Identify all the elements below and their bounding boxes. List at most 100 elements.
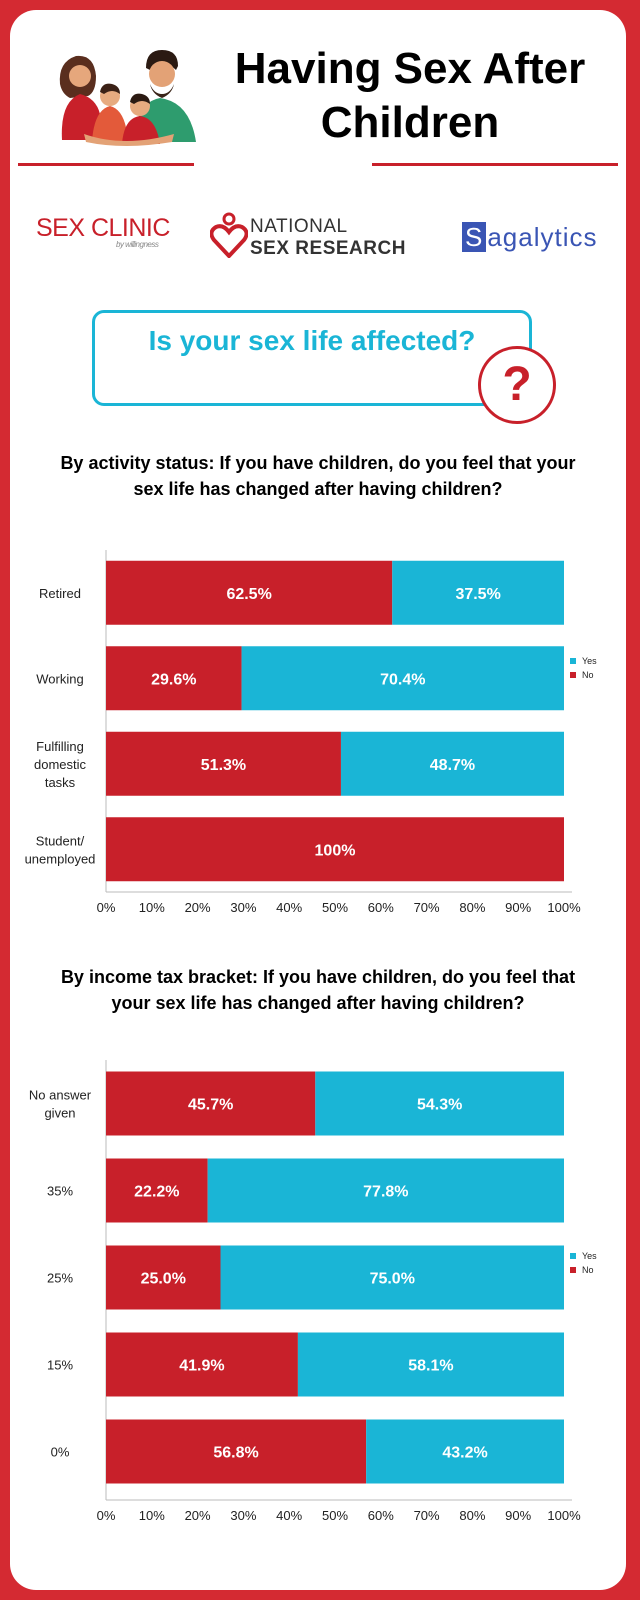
family-illustration xyxy=(59,50,196,146)
x-tick-label: 20% xyxy=(185,1508,211,1523)
bar-yes xyxy=(241,646,564,711)
question-box: Is your sex life affected? xyxy=(92,310,532,406)
chart-title: By activity status: If you have children… xyxy=(60,453,576,499)
legend-label: Yes xyxy=(582,656,597,666)
x-tick-label: 100% xyxy=(547,1508,581,1523)
page-title: Having Sex After Children xyxy=(234,44,586,147)
legend-label: Yes xyxy=(582,1251,597,1261)
category-label: 25% xyxy=(47,1271,73,1286)
mother-face xyxy=(69,65,91,87)
nsr-logo-line2: SEX RESEARCH xyxy=(250,238,406,259)
category-label: Student/ xyxy=(36,833,85,848)
father-face xyxy=(149,61,175,87)
x-tick-label: 50% xyxy=(322,900,348,915)
nsr-logo-line1: NATIONAL xyxy=(250,216,348,237)
bar-yes xyxy=(340,731,564,796)
x-tick-label: 90% xyxy=(505,1508,531,1523)
x-tick-label: 0% xyxy=(97,1508,116,1523)
x-tick-label: 60% xyxy=(368,1508,394,1523)
income-tax-bracket-chart: 45.7% 54.3% No answer given 22.2% 77.8% 35% 25.… xyxy=(29,1060,597,1523)
category-label: unemployed xyxy=(25,851,96,866)
bar-no xyxy=(106,817,564,882)
bar-yes xyxy=(297,1332,564,1397)
data-label-yes: 58.1% xyxy=(408,1358,453,1375)
data-label-no: 100% xyxy=(315,842,356,859)
sexclinic-logo-sub: by willingness xyxy=(116,240,159,249)
category-label: 15% xyxy=(47,1358,73,1373)
bar-no xyxy=(106,1245,221,1310)
question-text: Is your sex life affected? xyxy=(148,325,476,356)
header-divider-right xyxy=(372,163,618,166)
x-tick-label: 60% xyxy=(368,900,394,915)
category-label: Working xyxy=(36,671,83,686)
x-tick-label: 40% xyxy=(276,900,302,915)
data-label-yes: 75.0% xyxy=(370,1271,415,1288)
data-label-no: 45.7% xyxy=(188,1097,233,1114)
sexclinic-logo-text: SEX CLINIC xyxy=(36,214,170,242)
category-label: Retired xyxy=(39,586,81,601)
bar-yes xyxy=(366,1419,564,1484)
x-tick-label: 70% xyxy=(414,900,440,915)
child-body xyxy=(92,106,128,142)
data-label-no: 22.2% xyxy=(134,1184,179,1201)
sagalytics-logo-initial: S xyxy=(462,222,487,252)
data-label-no: 29.6% xyxy=(151,671,196,688)
activity-status-chart: 62.5% 37.5% Retired 29.6% 70.4% Working 51.3% 4… xyxy=(25,550,597,915)
x-tick-label: 0% xyxy=(97,900,116,915)
bar-no xyxy=(106,1158,208,1223)
bar-no xyxy=(106,1071,316,1136)
bar-yes xyxy=(220,1245,564,1310)
x-tick-label: 90% xyxy=(505,900,531,915)
mother-body xyxy=(61,94,100,140)
child-hair xyxy=(100,83,120,94)
category-label: given xyxy=(44,1106,75,1121)
category-label: Fulfilling xyxy=(36,739,84,754)
legend-swatch xyxy=(570,672,576,678)
data-label-no: 51.3% xyxy=(201,757,246,774)
legend-swatch xyxy=(570,1253,576,1259)
hug-arms xyxy=(84,134,174,146)
heart-logo-icon xyxy=(210,212,248,258)
bar-yes xyxy=(207,1158,564,1223)
header-divider-left xyxy=(18,163,194,166)
x-tick-label: 30% xyxy=(230,900,256,915)
data-label-yes: 77.8% xyxy=(363,1184,408,1201)
bar-no xyxy=(106,731,341,796)
x-tick-label: 70% xyxy=(414,1508,440,1523)
x-tick-label: 10% xyxy=(139,1508,165,1523)
data-label-yes: 43.2% xyxy=(442,1445,487,1462)
bar-no xyxy=(106,1419,367,1484)
legend-label: No xyxy=(582,1265,594,1275)
x-tick-label: 80% xyxy=(459,1508,485,1523)
bar-yes xyxy=(315,1071,564,1136)
bar-no xyxy=(106,1332,298,1397)
data-label-no: 25.0% xyxy=(141,1271,186,1288)
infographic-card: Having Sex After Children SEX CLINIC by … xyxy=(10,10,626,1590)
category-label: No answer xyxy=(29,1088,92,1103)
x-tick-label: 20% xyxy=(185,900,211,915)
data-label-yes: 48.7% xyxy=(430,757,475,774)
legend-label: No xyxy=(582,670,594,680)
data-label-no: 56.8% xyxy=(213,1445,258,1462)
category-label: 0% xyxy=(51,1445,70,1460)
legend-swatch xyxy=(570,658,576,664)
national-sex-research-logo: NATIONAL SEX RESEARCH xyxy=(250,216,406,260)
sexclinic-logo: SEX CLINIC by willingness xyxy=(36,214,170,249)
category-label: domestic xyxy=(34,757,87,772)
x-tick-label: 30% xyxy=(230,1508,256,1523)
child-body xyxy=(122,116,160,144)
bar-yes xyxy=(392,560,564,625)
question-mark-icon: ? xyxy=(478,346,556,424)
x-tick-label: 80% xyxy=(459,900,485,915)
data-label-no: 41.9% xyxy=(179,1358,224,1375)
category-label: 35% xyxy=(47,1184,73,1199)
data-label-yes: 54.3% xyxy=(417,1097,462,1114)
x-tick-label: 40% xyxy=(276,1508,302,1523)
chart-title: By income tax bracket: If you have child… xyxy=(60,967,576,1013)
sagalytics-logo-rest: agalytics xyxy=(487,222,598,252)
data-label-yes: 70.4% xyxy=(380,671,425,688)
data-label-yes: 37.5% xyxy=(455,586,500,603)
x-tick-label: 50% xyxy=(322,1508,348,1523)
bar-no xyxy=(106,560,393,625)
